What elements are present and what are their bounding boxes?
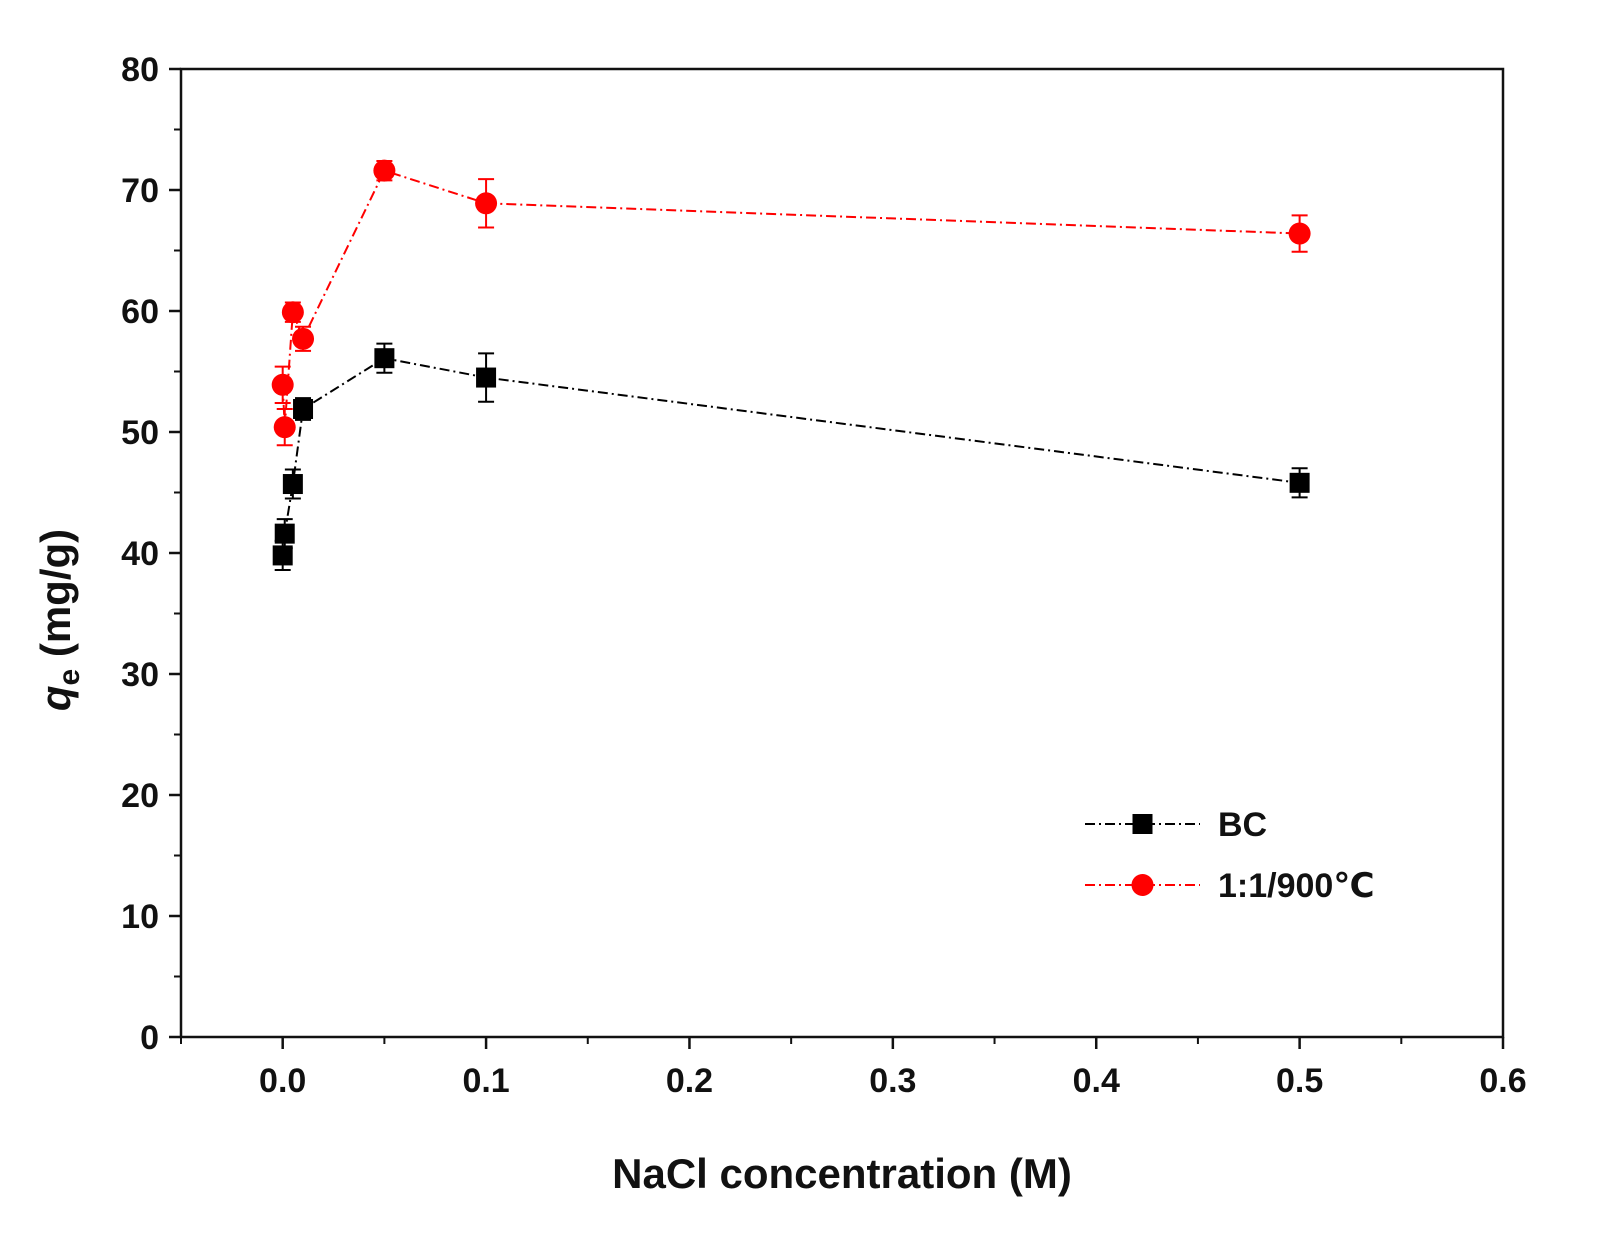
- x-tick-label: 0.0: [259, 1062, 306, 1100]
- x-tick-label: 0.2: [666, 1062, 713, 1100]
- y-axis-title-sub: e: [53, 669, 86, 686]
- data-point: [282, 474, 303, 495]
- y-axis-title-unit: (mg/g): [32, 529, 79, 669]
- series-line: [281, 169, 1300, 428]
- x-tick-label: 0.3: [869, 1062, 916, 1100]
- x-axis-title: NaCl concentration (M): [612, 1150, 1072, 1197]
- data-point: [273, 416, 296, 439]
- series-0: [272, 342, 1310, 571]
- y-axis-title: qe (mg/g): [32, 529, 86, 711]
- y-tick-label: 0: [140, 1019, 159, 1057]
- data-point: [281, 301, 304, 324]
- axes: 0 10 20 30 40 50 60 70 80 0.0 0.1 0.2 0.3 0.4 0.5 0.6: [121, 51, 1526, 1100]
- data-point: [292, 327, 315, 350]
- y-tick-label: 20: [121, 777, 159, 815]
- data-point: [293, 399, 314, 420]
- legend-item-1: 1:1/900℃: [1085, 867, 1375, 905]
- y-tick-label: 40: [121, 535, 159, 573]
- legend-item-0: BC: [1085, 806, 1267, 844]
- x-tick-label: 0.6: [1479, 1062, 1526, 1100]
- series-layer: [271, 159, 1311, 571]
- x-tick-label: 0.5: [1276, 1062, 1323, 1100]
- y-tick-label: 10: [121, 898, 159, 936]
- data-point: [1289, 472, 1310, 493]
- y-tick-label: 70: [121, 172, 159, 210]
- legend-label: BC: [1218, 806, 1267, 844]
- y-tick-label: 80: [121, 51, 159, 89]
- data-point: [271, 373, 294, 396]
- data-point: [476, 367, 497, 388]
- y-axis-title-main: q: [32, 686, 79, 712]
- x-tick-label: 0.4: [1073, 1062, 1120, 1100]
- series-1: [271, 159, 1311, 447]
- y-tick-label: 60: [121, 293, 159, 331]
- data-point: [1288, 222, 1311, 245]
- data-point: [374, 348, 395, 369]
- series-line: [281, 357, 1300, 556]
- data-point: [274, 523, 295, 544]
- data-point: [475, 192, 498, 215]
- legend: BC 1:1/900℃: [1085, 806, 1375, 905]
- legend-marker: [1132, 814, 1153, 834]
- y-tick-label: 30: [121, 656, 159, 694]
- data-point: [272, 545, 293, 566]
- legend-marker: [1131, 874, 1154, 896]
- y-tick-label: 50: [121, 414, 159, 452]
- data-point: [373, 159, 396, 182]
- legend-label: 1:1/900℃: [1218, 867, 1375, 905]
- x-tick-label: 0.1: [462, 1062, 509, 1100]
